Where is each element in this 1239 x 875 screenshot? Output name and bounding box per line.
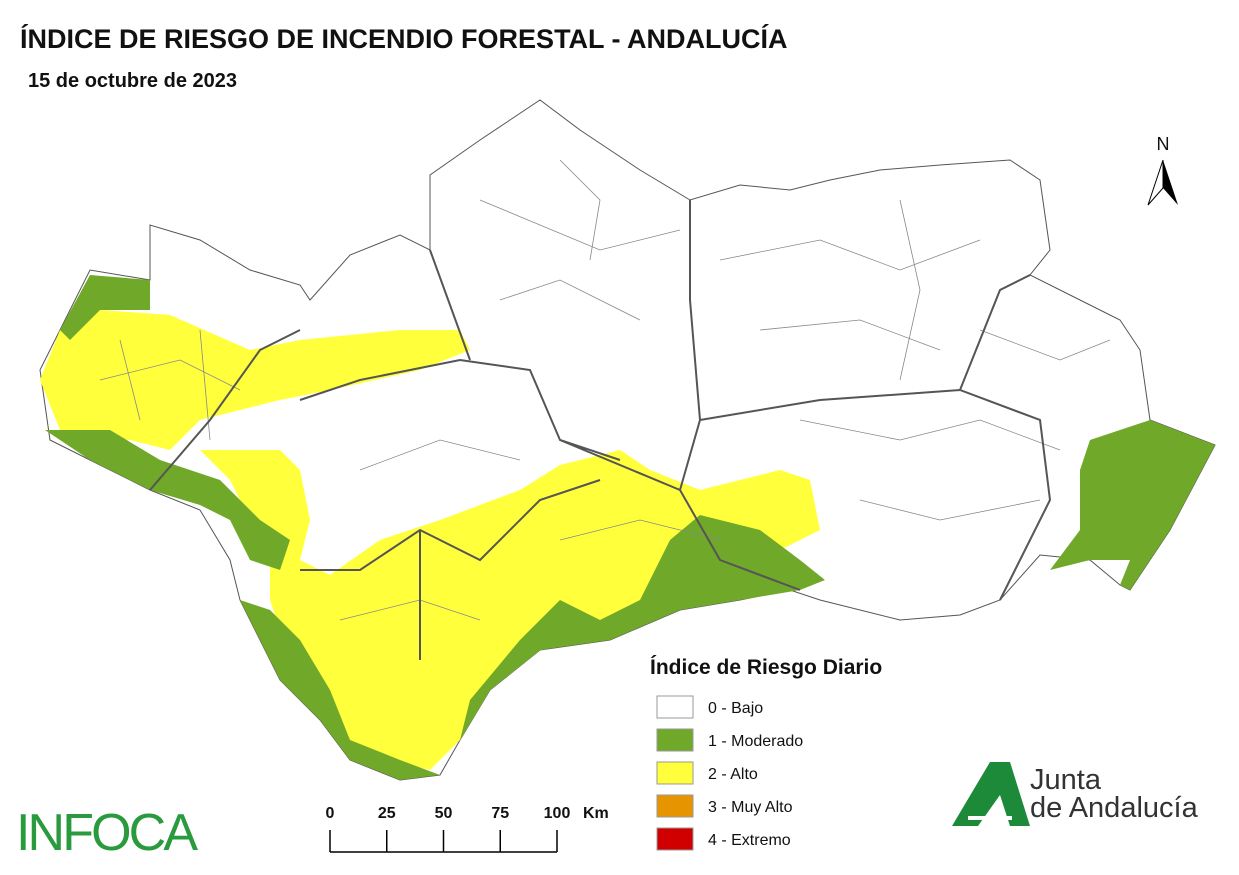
date: 15 de octubre de 2023	[28, 70, 237, 92]
andalucia-outline	[39, 99, 1216, 781]
scale-label: 50	[435, 805, 453, 822]
infoca-logo: INFOCA	[16, 804, 198, 862]
legend-label: 0 - Bajo	[708, 700, 763, 717]
title: ÍNDICE DE RIESGO DE INCENDIO FORESTAL - …	[20, 23, 788, 54]
legend-swatch	[656, 794, 694, 818]
risk-zone	[40, 310, 470, 450]
risk-zone	[60, 275, 150, 340]
scale-unit: Km	[583, 805, 609, 822]
legend-swatch	[656, 761, 694, 785]
scale-label: 100	[544, 805, 571, 822]
risk-zone	[1050, 420, 1215, 590]
risk-zone	[240, 600, 440, 780]
legend-swatch	[656, 827, 694, 851]
legend-swatch	[656, 695, 694, 719]
legend: 0 - Bajo 1 - Moderado 2 - Alto 3 - Muy Alto…	[656, 695, 803, 851]
scale-label: 25	[378, 805, 396, 822]
legend-title: Índice de Riesgo Diario	[650, 656, 882, 679]
junta-logo: Junta de Andalucía	[952, 762, 1199, 826]
legend-swatch	[656, 728, 694, 752]
province-borders	[149, 200, 1052, 660]
scale-label: 0	[326, 805, 335, 822]
scale-bar: 0 25 50 75 100 Km	[326, 805, 609, 853]
legend-label: 1 - Moderado	[708, 733, 803, 750]
north-arrow: N	[1147, 134, 1178, 206]
legend-label: 4 - Extremo	[708, 832, 791, 849]
risk-zone	[45, 430, 290, 570]
legend-label: 3 - Muy Alto	[708, 799, 793, 816]
junta-text: de Andalucía	[1030, 792, 1199, 824]
north-label: N	[1157, 134, 1170, 154]
risk-zone	[460, 515, 825, 740]
map	[39, 99, 1216, 781]
scale-label: 75	[491, 805, 509, 822]
junta-text: Junta	[1030, 764, 1102, 796]
risk-zone	[200, 450, 820, 770]
legend-label: 2 - Alto	[708, 766, 758, 783]
